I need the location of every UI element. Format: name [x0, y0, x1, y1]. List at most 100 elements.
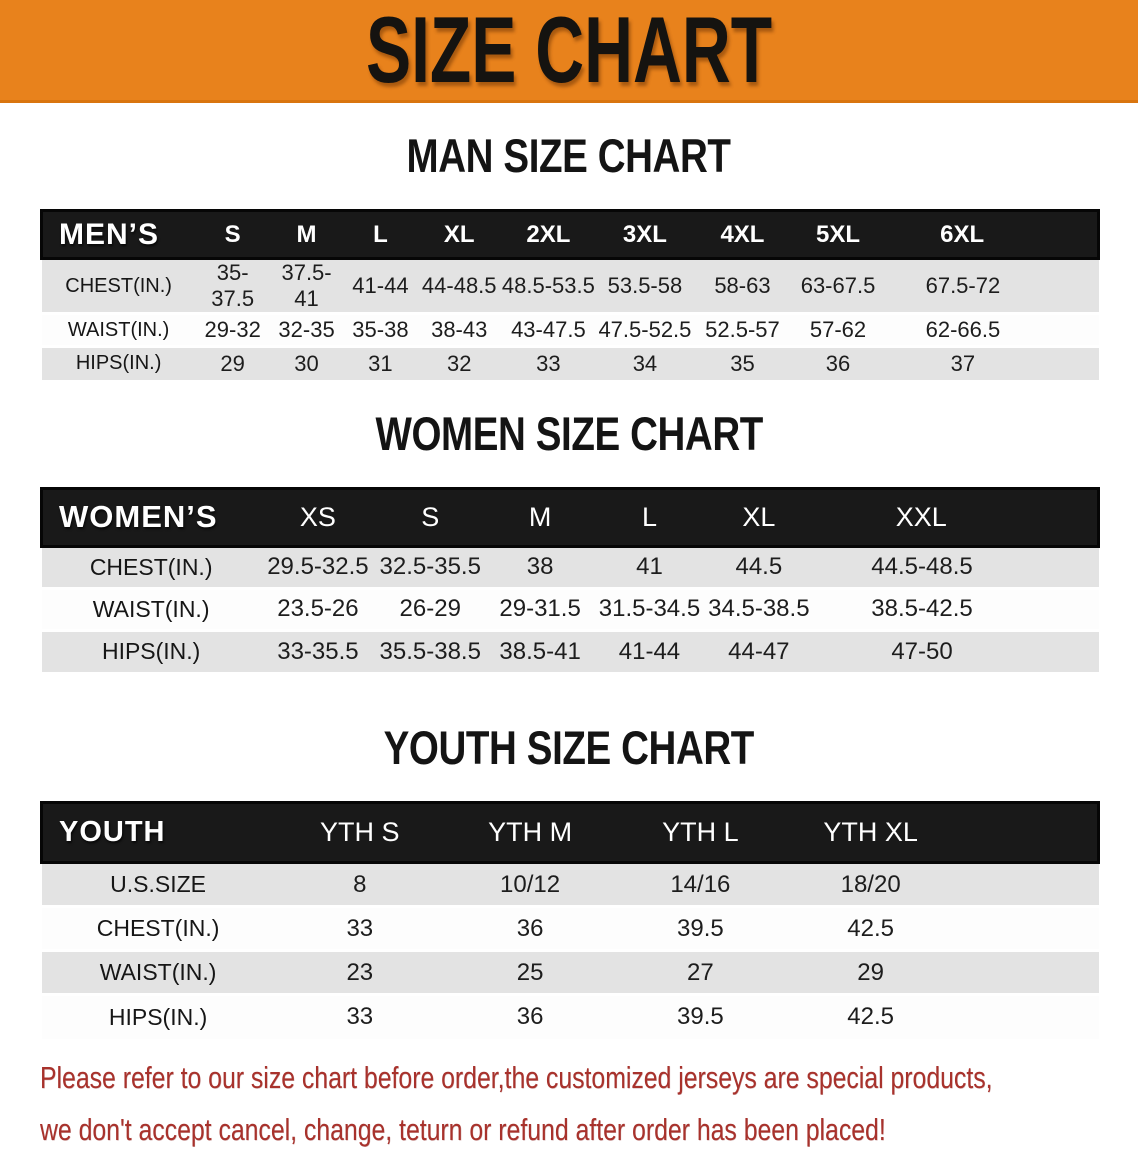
table-cell: 38 [526, 553, 554, 580]
column-header: YTH L [662, 817, 739, 847]
column-header: YTH S [320, 817, 400, 847]
table-cell: 33 [346, 914, 374, 942]
disclaimer-line-2-text: we don't accept cancel, change, teturn o… [40, 1111, 886, 1147]
table-cell: 44.5-48.5 [871, 553, 973, 580]
table-row: HIPS(IN.) 29 30 31 32 33 34 35 36 37 [41, 346, 1099, 380]
youth-size-table-wrap: YOUTH YTH S YTH M YTH L YTH XL U.S.SIZE 8 10/12… [40, 801, 1100, 1039]
spacer-cell [956, 803, 1099, 863]
table-cell: 36 [516, 914, 544, 942]
table-cell: 31.5-34.5 [598, 595, 701, 622]
table-cell: 44-47 [728, 637, 790, 665]
table-header-row: MEN’S S M L XL 2XL 3XL 4XL 5XL 6XL [41, 210, 1099, 259]
page-title: SIZE CHART [365, 0, 773, 102]
table-cell: 39.5 [677, 1003, 724, 1031]
table-cell: 29-32 [204, 317, 261, 342]
men-section-heading-text: MAN SIZE CHART [407, 129, 731, 182]
table-cell: 33 [536, 350, 561, 376]
table-cell: 42.5 [847, 1003, 894, 1031]
table-cell: 35-37.5 [211, 260, 255, 311]
table-cell: 44.5 [735, 553, 783, 580]
table-cell: 23 [346, 958, 374, 986]
table-cell: 25 [516, 958, 544, 986]
table-row: U.S.SIZE 8 10/12 14/16 18/20 [41, 862, 1099, 907]
row-label: CHEST(IN.) [96, 915, 220, 941]
women-section-heading-text: WOMEN SIZE CHART [375, 406, 763, 460]
table-row: WAIST(IN.) 23.5-26 26-29 29-31.5 31.5-34.5 34… [41, 588, 1099, 630]
men-size-table: MEN’S S M L XL 2XL 3XL 4XL 5XL 6XL CHEST(IN.) 35-37… [40, 209, 1100, 380]
women-size-table-wrap: WOMEN’S XS S M L XL XXL CHEST(IN.) 29.5-32.5 32.5… [40, 487, 1100, 672]
column-header: XXL [895, 501, 947, 532]
table-cell: 38.5-41 [499, 637, 581, 665]
column-header: M [528, 501, 552, 532]
column-header: L [373, 220, 388, 248]
table-cell: 38-43 [431, 317, 488, 342]
disclaimer: Please refer to our size chart before or… [40, 1055, 1138, 1159]
column-header: YTH M [488, 817, 573, 847]
table-row: HIPS(IN.) 33 36 39.5 42.5 [41, 994, 1099, 1039]
women-section-heading: WOMEN SIZE CHART [0, 406, 1138, 469]
table-row: HIPS(IN.) 33-35.5 35.5-38.5 38.5-41 41-44 44-… [41, 630, 1099, 672]
table-cell: 67.5-72 [925, 273, 1001, 298]
table-cell: 36 [516, 1003, 544, 1031]
table-cell: 48.5-53.5 [501, 273, 595, 298]
table-cell: 31 [368, 350, 393, 376]
banner: SIZE CHART [0, 0, 1138, 103]
table-row: WAIST(IN.) 23 25 27 29 [41, 950, 1099, 995]
table-cell: 37.5-41 [281, 260, 332, 311]
table-cell: 38.5-42.5 [871, 595, 973, 622]
table-cell: 34 [632, 350, 658, 376]
table-cell: 58-63 [714, 273, 771, 298]
table-header-row: YOUTH YTH S YTH M YTH L YTH XL [41, 802, 1099, 863]
table-cell: 27 [687, 958, 714, 986]
table-cell: 32.5-35.5 [379, 553, 481, 580]
column-header: M [296, 220, 317, 248]
table-cell: 29 [857, 958, 884, 986]
table-cell: 52.5-57 [705, 317, 780, 342]
table-cell: 33-35.5 [277, 637, 359, 665]
table-row: CHEST(IN.) 35-37.5 37.5-41 41-44 44-48.5 48.5… [41, 258, 1099, 314]
table-row: CHEST(IN.) 33 36 39.5 42.5 [41, 906, 1099, 951]
row-label: HIPS(IN.) [101, 638, 201, 665]
column-header: YTH XL [823, 817, 918, 847]
table-cell: 10/12 [500, 870, 561, 898]
row-label: WAIST(IN.) [92, 595, 210, 622]
column-header: 2XL [526, 220, 571, 248]
spacer-cell [956, 995, 1099, 1039]
column-header: XS [299, 501, 336, 532]
row-label: HIPS(IN.) [75, 352, 162, 375]
table-cell: 14/16 [670, 870, 731, 898]
column-header: L [641, 501, 657, 532]
row-label: U.S.SIZE [110, 871, 206, 897]
table-cell: 41 [636, 553, 663, 580]
row-label: WAIST(IN.) [99, 959, 217, 985]
table-cell: 34.5-38.5 [708, 595, 810, 622]
youth-section-heading-text: YOUTH SIZE CHART [383, 721, 755, 774]
table-cell: 30 [294, 350, 319, 376]
table-cell: 8 [353, 870, 367, 898]
table-cell: 33 [346, 1003, 374, 1031]
table-cell: 29-31.5 [499, 595, 581, 622]
row-label: HIPS(IN.) [108, 1003, 208, 1030]
table-cell: 37 [950, 350, 976, 376]
column-header: S [224, 220, 241, 248]
youth-section-heading: YOUTH SIZE CHART [0, 722, 1138, 783]
women-size-table: WOMEN’S XS S M L XL XXL CHEST(IN.) 29.5-32.5 32.5… [40, 487, 1100, 672]
disclaimer-line-1: Please refer to our size chart before or… [40, 1055, 1138, 1107]
table-corner-label: WOMEN’S [59, 499, 218, 534]
column-header: 4XL [720, 220, 765, 248]
table-cell: 53.5-58 [607, 273, 683, 298]
table-cell: 42.5 [847, 914, 894, 942]
table-cell: 47.5-52.5 [598, 317, 692, 342]
men-size-table-wrap: MEN’S S M L XL 2XL 3XL 4XL 5XL 6XL CHEST(IN.) 35-37… [40, 209, 1100, 380]
table-header-row: WOMEN’S XS S M L XL XXL [41, 488, 1099, 546]
row-label: WAIST(IN.) [67, 318, 170, 341]
disclaimer-line-1-text: Please refer to our size chart before or… [40, 1059, 993, 1095]
youth-size-table: YOUTH YTH S YTH M YTH L YTH XL U.S.SIZE 8 10/12… [40, 801, 1100, 1039]
table-cell: 35.5-38.5 [379, 637, 481, 665]
table-cell: 26-29 [399, 595, 461, 622]
spacer-cell [956, 951, 1099, 995]
table-cell: 23.5-26 [277, 595, 359, 622]
table-cell: 44-48.5 [421, 273, 497, 298]
table-cell: 57-62 [809, 317, 867, 342]
column-header: XL [742, 501, 776, 532]
